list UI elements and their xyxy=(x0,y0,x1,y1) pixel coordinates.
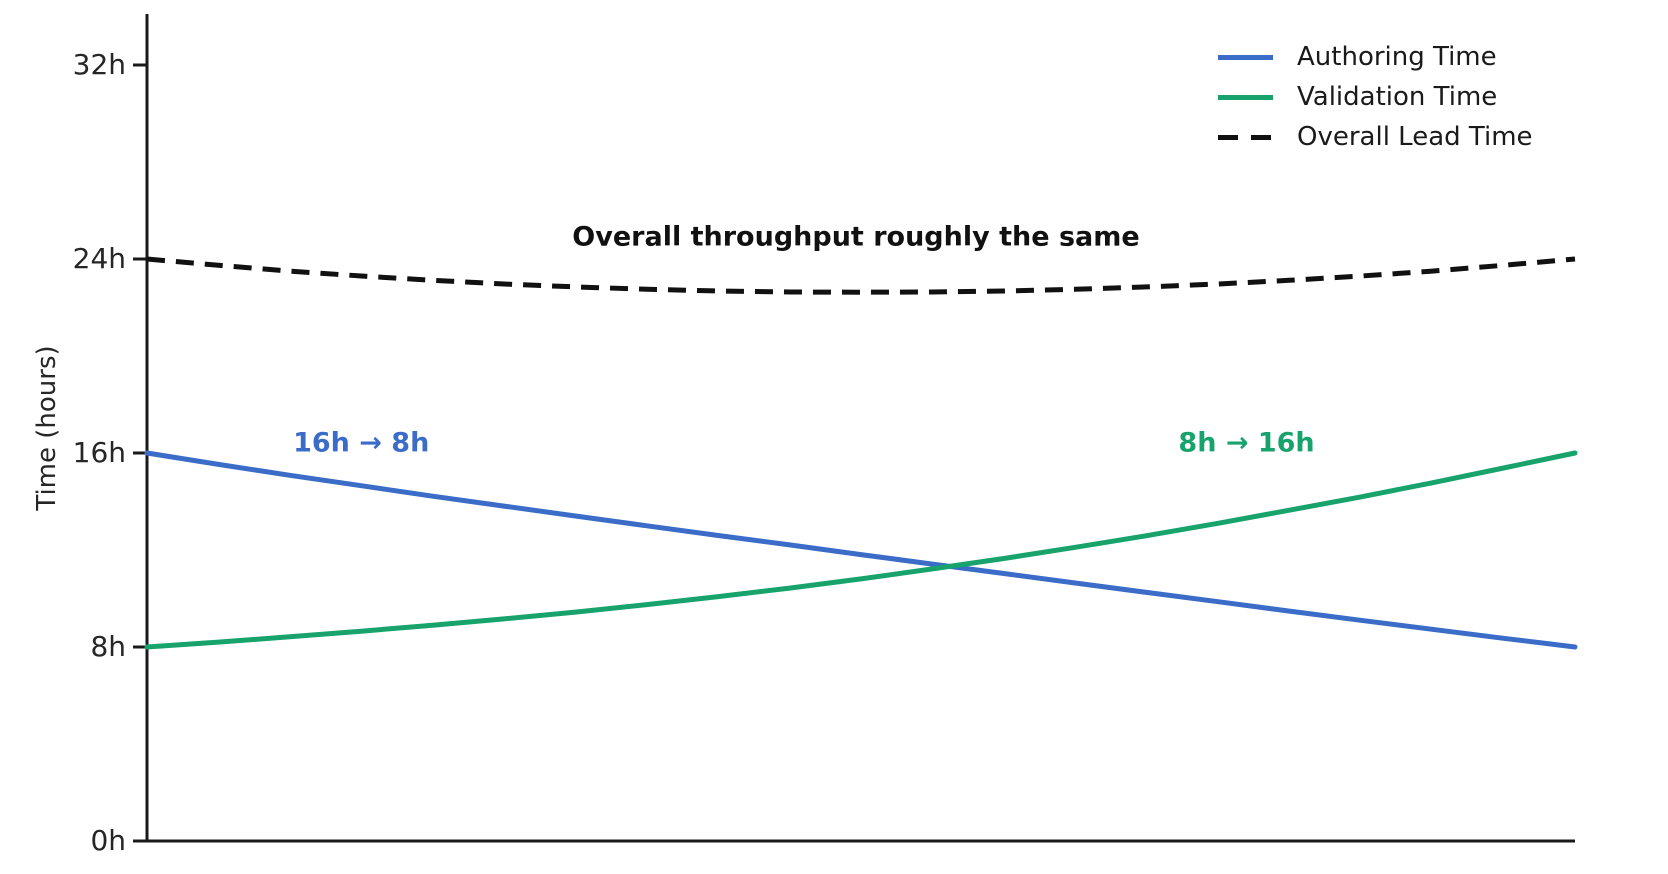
y-tick-label: 8h xyxy=(90,629,126,663)
legend: Authoring Time Validation Time Overall L… xyxy=(1218,37,1533,157)
legend-label: Validation Time xyxy=(1297,82,1498,112)
annotation-overall-throughput: Overall throughput roughly the same xyxy=(572,221,1140,253)
annotation-authoring-change: 16h → 8h xyxy=(293,427,430,459)
y-axis-title: Time (hours) xyxy=(32,345,62,511)
y-tick-label: 16h xyxy=(72,435,126,469)
legend-item-validation-time: Validation Time xyxy=(1218,77,1533,117)
y-tick-label: 24h xyxy=(72,241,126,275)
legend-label: Authoring Time xyxy=(1297,42,1497,72)
legend-label: Overall Lead Time xyxy=(1297,122,1533,152)
legend-line-swatch-validation xyxy=(1218,94,1273,100)
legend-item-authoring-time: Authoring Time xyxy=(1218,37,1533,77)
y-tick-label: 0h xyxy=(90,823,126,857)
annotation-validation-change: 8h → 16h xyxy=(1178,427,1315,459)
y-tick-label: 32h xyxy=(72,47,126,81)
legend-line-swatch-authoring xyxy=(1218,54,1273,60)
legend-item-overall-lead-time: Overall Lead Time xyxy=(1218,117,1533,157)
legend-line-swatch-lead xyxy=(1218,134,1273,140)
